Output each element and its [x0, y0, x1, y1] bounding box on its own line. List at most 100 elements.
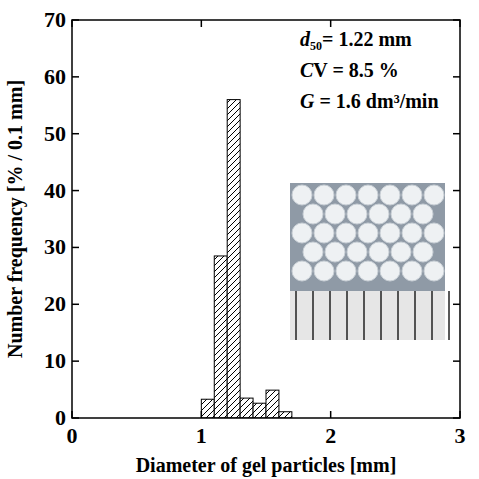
y-tick-label: 30: [44, 234, 66, 259]
y-tick: [72, 417, 79, 419]
bar: [266, 390, 279, 418]
annotation: d₅₀= 1.22 mm: [300, 28, 412, 50]
photo-bead: [402, 261, 422, 281]
photo-bead: [336, 185, 356, 205]
x-tick-label: 3: [455, 423, 466, 448]
bar: [240, 398, 253, 418]
chart: 0123010203040506070Diameter of gel parti…: [0, 0, 479, 479]
photo-bead: [358, 261, 378, 281]
y-tick: [72, 190, 79, 192]
frame: [72, 20, 460, 418]
x-axis-label: Diameter of gel particles [mm]: [136, 454, 397, 477]
annotation: G = 1.6 dm³/min: [300, 90, 439, 112]
photo-bead: [380, 223, 400, 243]
y-tick-label: 60: [44, 64, 66, 89]
y-tick-right: [453, 133, 460, 135]
photo-bead: [424, 261, 444, 281]
photo-bead: [303, 204, 323, 224]
photo-bead: [336, 223, 356, 243]
photo-ruler: [290, 291, 445, 340]
x-tick-label: 0: [67, 423, 78, 448]
photo-bead: [358, 223, 378, 243]
y-tick-label: 70: [44, 7, 66, 32]
photo-bead: [424, 223, 444, 243]
y-tick-right: [453, 247, 460, 249]
photo-bead: [413, 204, 433, 224]
y-axis-label: Number frequency [% / 0.1 mm]: [4, 80, 27, 358]
photo-bg: [290, 183, 445, 340]
annotation-symbol: C: [300, 59, 314, 81]
photo-ruler-line: [363, 291, 365, 340]
y-tick-label: 50: [44, 121, 66, 146]
photo-bead: [347, 204, 367, 224]
bars: [201, 100, 292, 418]
annotation-symbol: G: [300, 90, 315, 112]
photo-ruler-line: [414, 291, 416, 340]
bar: [279, 412, 292, 418]
y-tick: [72, 247, 79, 249]
photo-bead: [314, 185, 334, 205]
y-tick: [72, 76, 79, 78]
y-tick-right: [453, 190, 460, 192]
annotation: CV = 8.5 %: [300, 59, 399, 81]
photo-ruler-line: [346, 291, 348, 340]
photo-bead: [314, 261, 334, 281]
x-tick: [330, 411, 332, 418]
photo-bead: [292, 261, 312, 281]
photo-bead: [369, 242, 389, 262]
annotation-rest: ₅₀= 1.22 mm: [310, 28, 412, 50]
photo-bead: [380, 261, 400, 281]
x-tick-label: 2: [325, 423, 336, 448]
photo-ruler-line: [295, 291, 297, 340]
y-tick: [72, 360, 79, 362]
photo-bead: [413, 242, 433, 262]
photo-ruler-line: [431, 291, 433, 340]
photo-ruler-line: [448, 291, 450, 340]
x-tick-top: [459, 20, 461, 27]
x-tick: [71, 411, 73, 418]
photo-ruler-line: [329, 291, 331, 340]
photo-bead: [292, 223, 312, 243]
photo-bead: [380, 185, 400, 205]
bar: [214, 256, 227, 418]
photo-bead: [402, 185, 422, 205]
inset-photo: [290, 183, 449, 340]
photo-bead: [292, 185, 312, 205]
y-tick-right: [453, 360, 460, 362]
annotation-rest: = 1.6 dm³/min: [314, 90, 438, 112]
x-tick: [201, 411, 203, 418]
x-tick-top: [71, 20, 73, 27]
y-tick-label: 20: [44, 291, 66, 316]
y-tick-right: [453, 304, 460, 306]
y-tick-label: 0: [55, 405, 66, 430]
photo-bead: [325, 204, 345, 224]
x-tick-label: 1: [196, 423, 207, 448]
photo-bead: [325, 242, 345, 262]
photo-bead: [369, 204, 389, 224]
y-tick-label: 40: [44, 178, 66, 203]
y-tick: [72, 304, 79, 306]
photo-bead: [347, 242, 367, 262]
x-tick-top: [330, 20, 332, 27]
x-tick-top: [201, 20, 203, 27]
photo-bead: [424, 185, 444, 205]
photo-bead: [402, 223, 422, 243]
photo-ruler-line: [312, 291, 314, 340]
photo-bead: [391, 242, 411, 262]
y-tick-right: [453, 417, 460, 419]
photo-bead: [303, 242, 323, 262]
photo-ruler-line: [397, 291, 399, 340]
photo-bead: [336, 261, 356, 281]
y-tick: [72, 133, 79, 135]
bar: [201, 399, 214, 418]
bar: [227, 100, 240, 418]
bar: [253, 403, 266, 418]
y-tick: [72, 19, 79, 21]
y-tick-right: [453, 76, 460, 78]
photo-ruler-line: [380, 291, 382, 340]
y-tick-right: [453, 19, 460, 21]
annotation-rest: V = 8.5 %: [313, 59, 398, 81]
x-tick: [459, 411, 461, 418]
photo-bead: [391, 204, 411, 224]
y-tick-label: 10: [44, 348, 66, 373]
